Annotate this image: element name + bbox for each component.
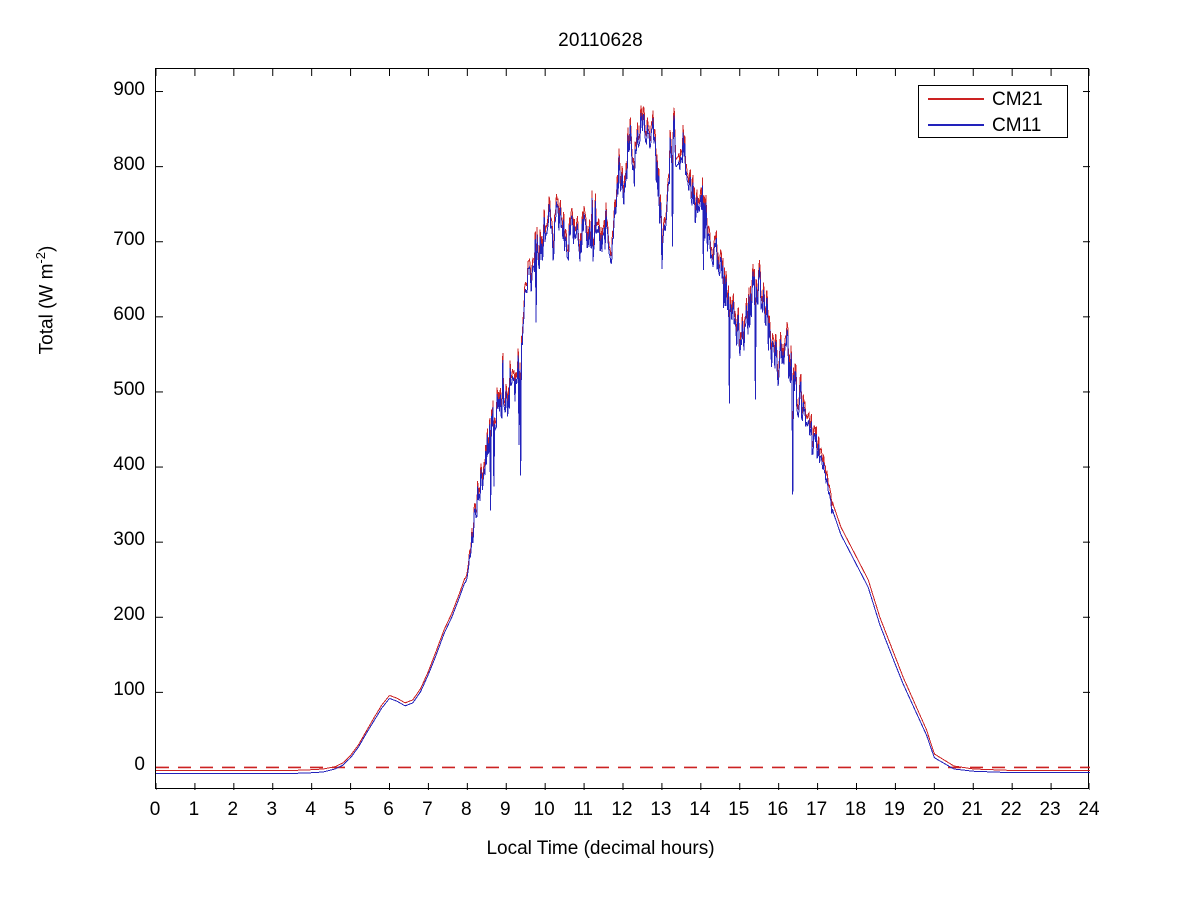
y-tick-label: 100 [113, 679, 145, 701]
legend-swatch-cm11 [928, 124, 984, 126]
y-tick-label: 900 [113, 78, 145, 100]
x-tick-label: 2 [227, 799, 239, 820]
legend-item-cm21: CM21 [919, 86, 1067, 112]
x-tick-label: 17 [806, 799, 828, 820]
x-tick-label: 16 [767, 799, 789, 820]
x-tick-label: 4 [305, 799, 316, 820]
y-axis-label-main: Total (W m [36, 263, 58, 355]
y-tick-label: 500 [113, 378, 145, 400]
x-tick-label: 20 [922, 799, 944, 820]
x-tick-label: 6 [383, 799, 394, 820]
legend-swatch-cm21 [928, 98, 984, 100]
x-tick-label: 19 [883, 799, 905, 820]
plot-area [155, 68, 1090, 790]
x-tick-label: 13 [650, 799, 672, 820]
legend-label-cm21: CM21 [992, 88, 1043, 110]
page-title: 20110628 [558, 30, 643, 51]
y-axis-label-tail: ) [36, 245, 58, 252]
x-tick-label: 5 [344, 799, 355, 820]
y-tick-label: 400 [113, 454, 145, 476]
x-tick-label: 3 [266, 799, 278, 820]
x-tick-label: 8 [461, 799, 472, 820]
x-tick-label: 7 [422, 799, 433, 820]
legend: CM21 CM11 [918, 85, 1068, 138]
x-tick-label: 11 [573, 799, 593, 820]
y-tick-label: 800 [113, 153, 145, 175]
x-tick-label: 18 [844, 799, 867, 820]
y-tick-label: 0 [134, 754, 145, 776]
y-tick-label: 200 [113, 604, 145, 626]
x-tick-label: 15 [728, 799, 750, 820]
y-tick-label: 700 [113, 228, 145, 250]
y-axis-label: Total (W m-2) [33, 190, 63, 410]
legend-item-cm11: CM11 [919, 112, 1067, 138]
x-tick-label: 0 [149, 799, 161, 820]
x-tick-label: 23 [1039, 799, 1061, 820]
x-tick-label: 24 [1078, 799, 1100, 820]
x-axis-label: Local Time (decimal hours) [486, 838, 715, 859]
y-axis-label-exponent: -2 [33, 252, 48, 264]
x-tick-label: 14 [689, 799, 711, 820]
x-tick-label: 10 [533, 799, 555, 820]
x-tick-label: 12 [611, 799, 633, 820]
y-tick-label: 300 [113, 529, 145, 551]
x-tick-label: 21 [961, 799, 983, 820]
data-series-group [156, 105, 1090, 774]
x-tick-label: 9 [499, 799, 511, 820]
x-tick-label: 1 [188, 799, 200, 820]
x-tick-label: 22 [1000, 799, 1022, 820]
y-tick-label: 600 [113, 303, 145, 325]
chart-plot [156, 69, 1090, 790]
legend-label-cm11: CM11 [992, 114, 1042, 136]
